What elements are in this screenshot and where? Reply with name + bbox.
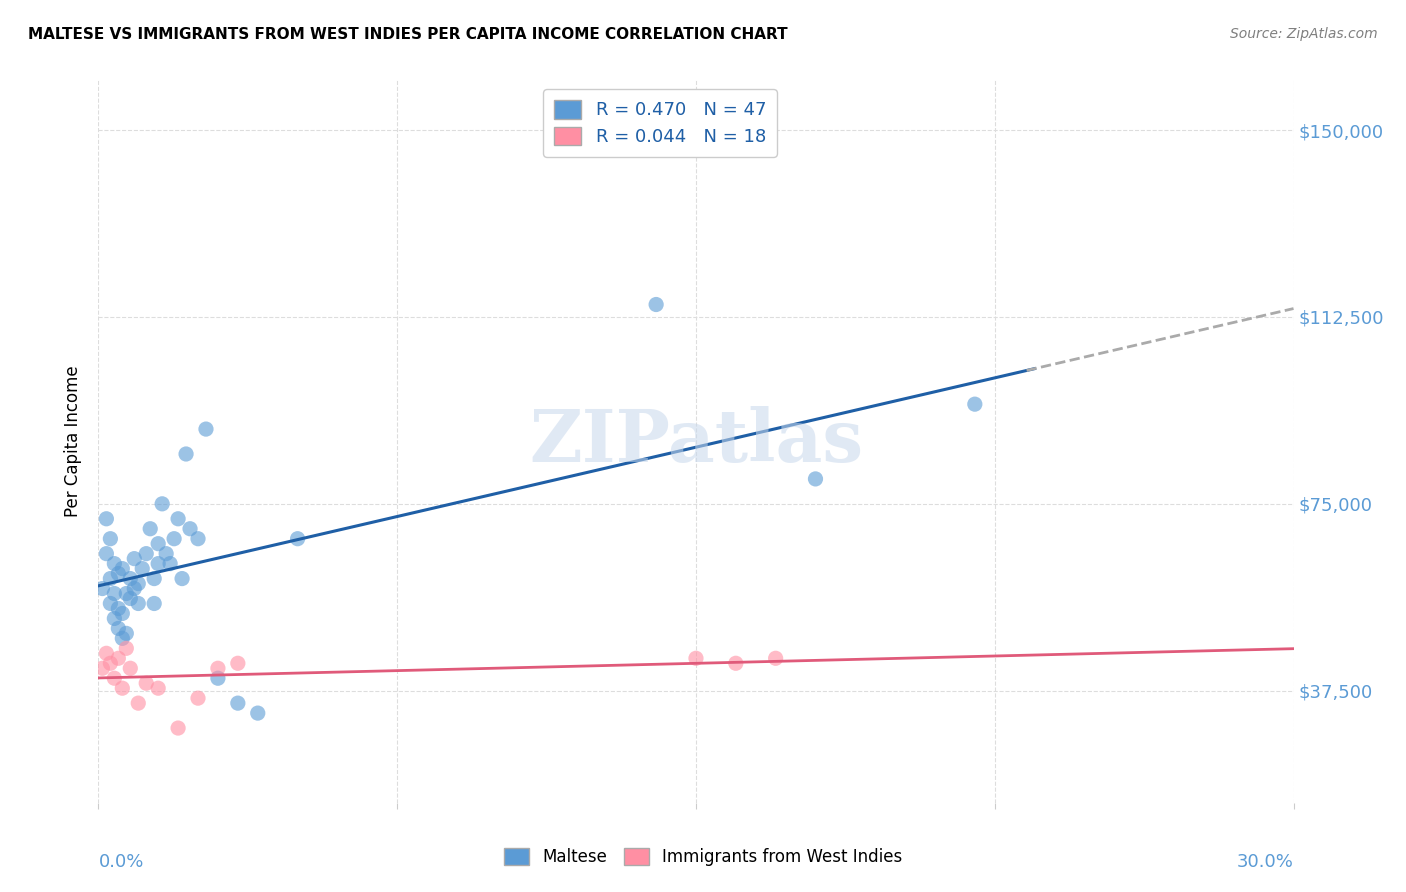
- Point: [98, 597, 122, 611]
- Point: [107, 566, 129, 581]
- Point: [96, 512, 118, 526]
- Point: [120, 661, 142, 675]
- Point: [111, 607, 134, 621]
- Point: [107, 601, 129, 615]
- Point: [120, 572, 142, 586]
- Point: [172, 572, 194, 586]
- Point: [685, 651, 707, 665]
- Point: [155, 547, 177, 561]
- Point: [187, 691, 209, 706]
- Point: [115, 626, 138, 640]
- Point: [804, 472, 827, 486]
- Text: 30.0%: 30.0%: [1237, 854, 1294, 871]
- Point: [195, 422, 218, 436]
- Point: [765, 651, 787, 665]
- Point: [143, 597, 166, 611]
- Text: ZIPatlas: ZIPatlas: [529, 406, 863, 477]
- Point: [148, 681, 170, 696]
- Text: MALTESE VS IMMIGRANTS FROM WEST INDIES PER CAPITA INCOME CORRELATION CHART: MALTESE VS IMMIGRANTS FROM WEST INDIES P…: [28, 27, 787, 42]
- Point: [143, 572, 166, 586]
- Point: [98, 657, 122, 671]
- Point: [226, 657, 249, 671]
- Point: [103, 557, 125, 571]
- Point: [167, 721, 190, 735]
- Y-axis label: Per Capita Income: Per Capita Income: [65, 366, 83, 517]
- Point: [139, 522, 162, 536]
- Point: [148, 537, 170, 551]
- Legend: R = 0.470   N = 47, R = 0.044   N = 18: R = 0.470 N = 47, R = 0.044 N = 18: [543, 89, 778, 157]
- Point: [103, 611, 125, 625]
- Point: [131, 561, 153, 575]
- Point: [724, 657, 747, 671]
- Text: Source: ZipAtlas.com: Source: ZipAtlas.com: [1230, 27, 1378, 41]
- Point: [103, 671, 125, 685]
- Point: [96, 646, 118, 660]
- Point: [107, 651, 129, 665]
- Point: [127, 696, 149, 710]
- Point: [163, 532, 186, 546]
- Legend: Maltese, Immigrants from West Indies: Maltese, Immigrants from West Indies: [495, 840, 911, 875]
- Point: [287, 532, 309, 546]
- Point: [107, 621, 129, 635]
- Point: [135, 547, 157, 561]
- Point: [226, 696, 249, 710]
- Point: [127, 597, 149, 611]
- Point: [98, 532, 122, 546]
- Point: [150, 497, 173, 511]
- Point: [111, 632, 134, 646]
- Point: [91, 582, 114, 596]
- Point: [115, 641, 138, 656]
- Point: [167, 512, 190, 526]
- Point: [115, 586, 138, 600]
- Point: [207, 661, 229, 675]
- Point: [96, 547, 118, 561]
- Point: [187, 532, 209, 546]
- Point: [179, 522, 201, 536]
- Point: [645, 297, 668, 311]
- Point: [148, 557, 170, 571]
- Point: [103, 586, 125, 600]
- Point: [207, 671, 229, 685]
- Point: [246, 706, 269, 720]
- Point: [159, 557, 181, 571]
- Point: [135, 676, 157, 690]
- Point: [963, 397, 986, 411]
- Point: [120, 591, 142, 606]
- Text: 0.0%: 0.0%: [98, 854, 143, 871]
- Point: [98, 572, 122, 586]
- Point: [111, 681, 134, 696]
- Point: [124, 551, 146, 566]
- Point: [111, 561, 134, 575]
- Point: [174, 447, 197, 461]
- Point: [127, 576, 149, 591]
- Point: [124, 582, 146, 596]
- Point: [91, 661, 114, 675]
